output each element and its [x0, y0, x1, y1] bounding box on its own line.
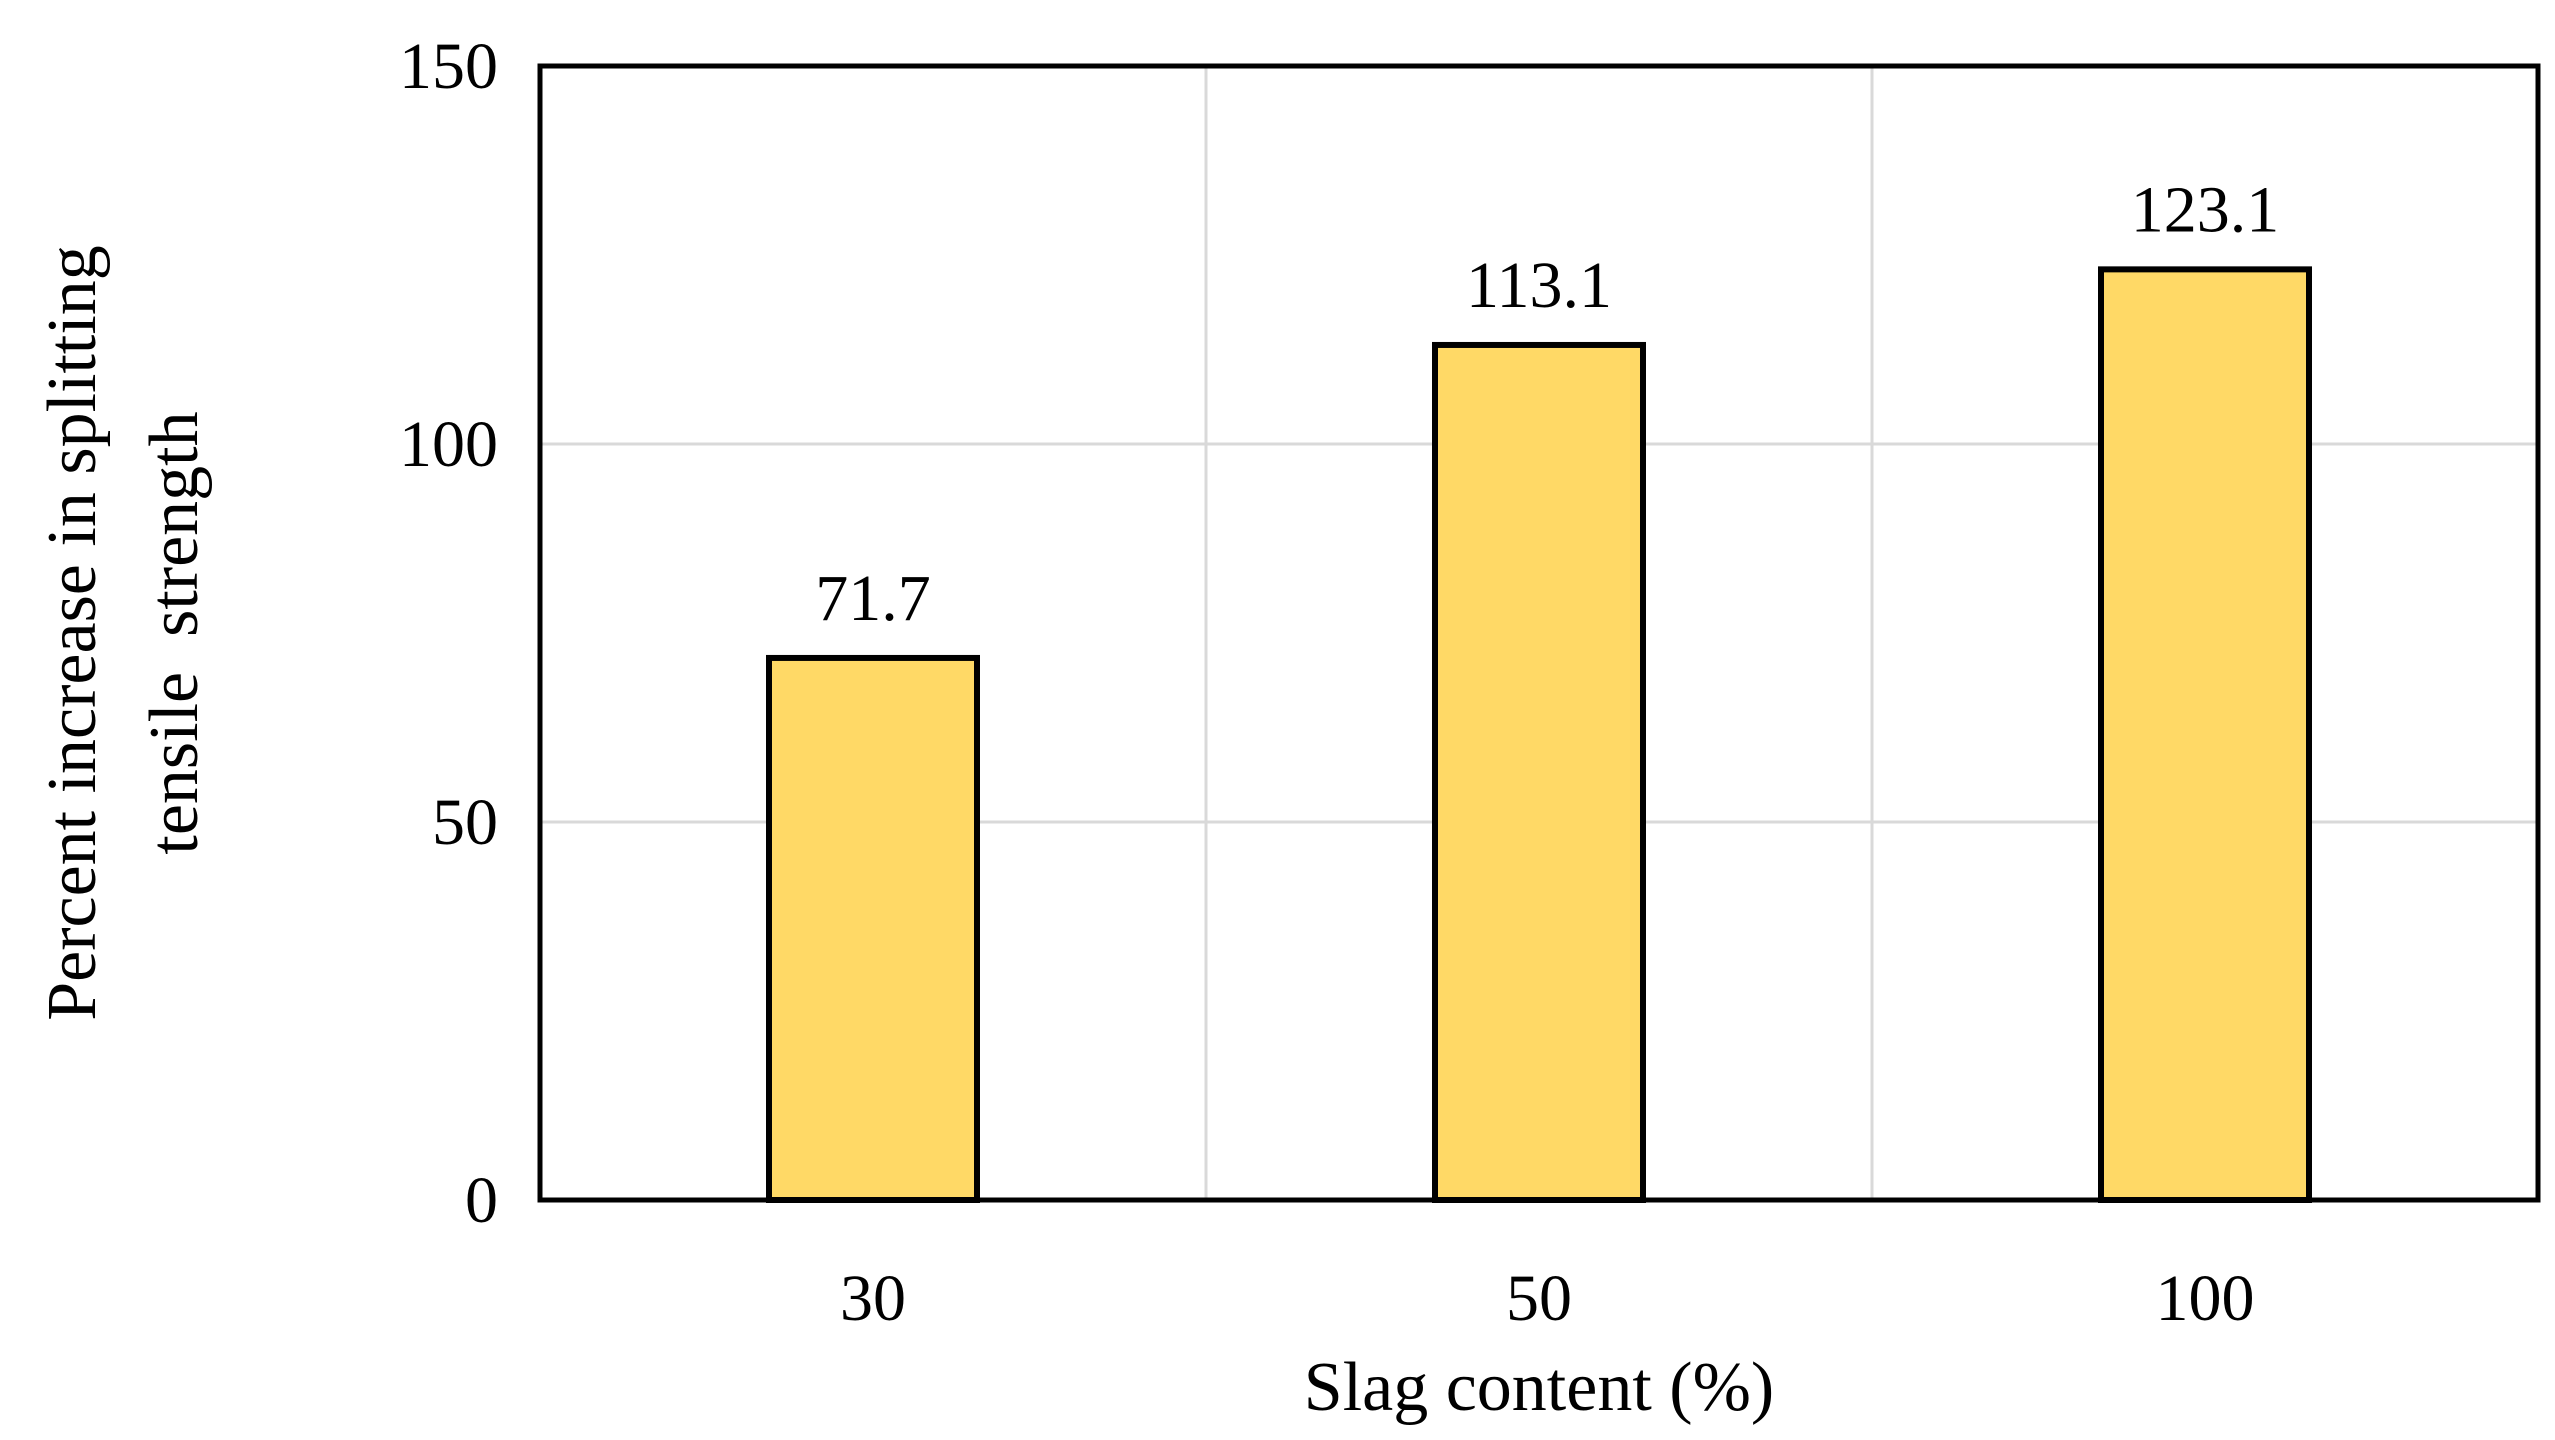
y-axis-title-line-1: Percent increase in splitting: [34, 245, 111, 1021]
x-axis-title: Slag content (%): [1304, 1349, 1774, 1426]
y-tick-label: 50: [432, 786, 498, 859]
data-label: 113.1: [1466, 249, 1612, 322]
x-tick-label: 50: [1506, 1262, 1572, 1335]
x-tick-label: 30: [840, 1262, 906, 1335]
x-tick-label: 100: [2156, 1262, 2255, 1335]
bars: [766, 266, 2312, 1203]
bar: [2098, 266, 2312, 1203]
x-axis-ticks: 30 50 100: [840, 1262, 2255, 1335]
bar: [766, 654, 980, 1203]
plot-area-frame: [537, 63, 2541, 1203]
y-axis-title-line-2: tensile strength: [136, 411, 213, 854]
bar: [1432, 341, 1646, 1203]
data-label: 123.1: [2131, 173, 2280, 246]
data-labels: 71.7 113.1 123.1: [815, 173, 2279, 635]
y-tick-label: 150: [399, 30, 498, 103]
data-label: 71.7: [815, 562, 931, 635]
y-axis-title: Percent increase in splitting tensile st…: [34, 245, 213, 1021]
y-tick-label: 0: [465, 1164, 498, 1237]
y-tick-label: 100: [399, 408, 498, 481]
y-axis-ticks: 0 50 100 150: [399, 30, 498, 1237]
